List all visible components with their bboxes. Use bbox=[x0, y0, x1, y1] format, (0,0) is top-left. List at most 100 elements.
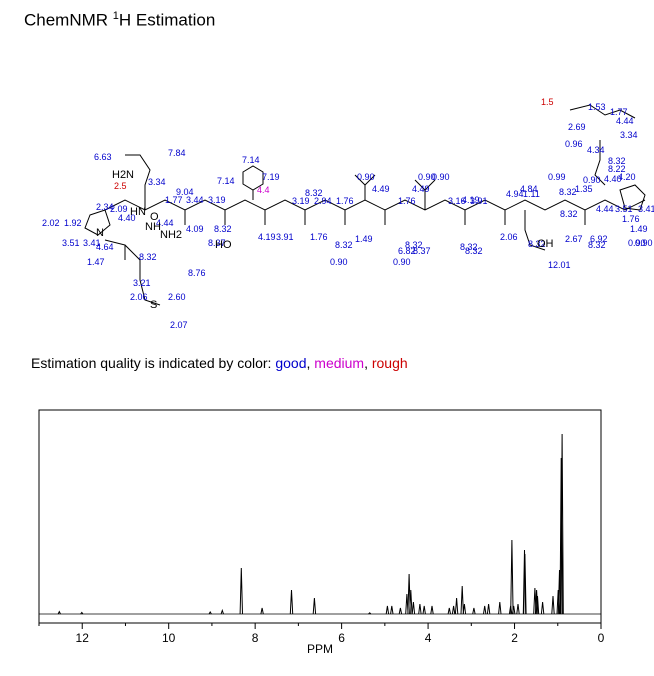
spectrum-peak bbox=[486, 603, 491, 615]
shift-label: 8.32 bbox=[139, 252, 157, 262]
shift-label: 8.76 bbox=[188, 268, 206, 278]
spectrum-peak bbox=[460, 585, 464, 615]
spectrum-peak bbox=[483, 605, 487, 615]
shift-label: 4.44 bbox=[596, 204, 614, 214]
molecule-labels: 7.846.633.349.041.77 3.44 3.197.147.14 7.19… bbox=[42, 97, 654, 330]
shift-label: 8.32 bbox=[460, 242, 478, 252]
shift-label: 1.35 bbox=[575, 184, 593, 194]
spectrum-peak bbox=[510, 539, 514, 615]
atom-label: OH bbox=[537, 238, 554, 250]
shift-label: 8.32 bbox=[335, 240, 353, 250]
atom-label: N bbox=[96, 227, 104, 239]
shift-label: 8.32 bbox=[465, 246, 483, 256]
shift-label: 0.99 bbox=[548, 172, 566, 182]
shift-label: 1.76 bbox=[622, 214, 640, 224]
x-tick-label: 2 bbox=[511, 631, 518, 645]
spectrum-peak bbox=[385, 605, 390, 615]
x-tick-label: 6 bbox=[338, 631, 345, 645]
shift-label: 4.64 bbox=[96, 242, 114, 252]
spectrum-peak bbox=[559, 457, 563, 615]
shift-label: 0.90 bbox=[432, 172, 450, 182]
spectrum-peak bbox=[451, 605, 456, 615]
shift-label: 7.14 bbox=[217, 176, 235, 186]
quality-sep2: , bbox=[364, 355, 372, 371]
shift-label: 1.47 bbox=[87, 257, 105, 267]
shift-label: 1.76 bbox=[336, 196, 354, 206]
shift-label: 0.90 bbox=[357, 172, 375, 182]
quality-label: Estimation quality is indicated by color… bbox=[31, 355, 276, 371]
shift-label: 3.41 bbox=[638, 204, 654, 214]
shift-label: 1.53 bbox=[588, 102, 606, 112]
shift-label: 3.16 bbox=[448, 196, 466, 206]
x-tick-label: 0 bbox=[598, 631, 605, 645]
shift-label: 4.94 bbox=[506, 189, 524, 199]
spectrum-peak bbox=[512, 605, 516, 615]
shift-label: 2.94 bbox=[314, 196, 332, 206]
shift-label: 4.19 bbox=[462, 195, 480, 205]
shift-label: 9.04 bbox=[176, 187, 194, 197]
shift-label-medium: 4.4 bbox=[257, 185, 270, 195]
spectrum-peak bbox=[208, 611, 212, 615]
shift-label: 3.21 bbox=[133, 278, 151, 288]
x-axis-label: PPM bbox=[307, 642, 333, 656]
spectrum-peak bbox=[430, 605, 434, 615]
shift-label: 2.06 bbox=[130, 292, 148, 302]
shift-label: 4.40 bbox=[604, 174, 622, 184]
spectrum-peak bbox=[220, 608, 224, 615]
shift-label: 2.06 bbox=[500, 232, 518, 242]
spectrum-peak bbox=[312, 597, 317, 615]
shift-label: 8.22 bbox=[608, 164, 626, 174]
shift-label: 4.44 bbox=[156, 218, 174, 228]
shift-label: 4.40 bbox=[118, 213, 136, 223]
spectrum-peak bbox=[462, 603, 467, 615]
shift-label: 2.34 bbox=[96, 202, 114, 212]
shift-label: 0.90 bbox=[628, 238, 646, 248]
shift-label: 3.51 bbox=[62, 238, 80, 248]
shift-label: 8.32 bbox=[405, 240, 423, 250]
plot-frame bbox=[38, 409, 602, 624]
atom-label: NH bbox=[145, 221, 161, 233]
shift-label: 7.19 bbox=[262, 172, 280, 182]
shift-label: 2.02 bbox=[42, 218, 60, 228]
shift-label: 4.19 bbox=[258, 232, 276, 242]
shift-label: 3.91 bbox=[470, 196, 488, 206]
quality-good: good bbox=[275, 355, 307, 371]
shift-label: 1.11 bbox=[523, 189, 540, 199]
x-axis-ticks: 12 10 8 6 4 2 0 bbox=[38, 623, 605, 645]
shift-label: 8.37 bbox=[208, 238, 226, 248]
spectrum-peak bbox=[418, 603, 422, 615]
spectrum-peak bbox=[560, 433, 564, 615]
spectrum-peak bbox=[409, 589, 413, 615]
spectrum-peak bbox=[368, 612, 372, 615]
spectrum-peak bbox=[534, 589, 539, 615]
shift-label: 3.34 bbox=[620, 130, 638, 140]
atom-label: S bbox=[150, 299, 157, 311]
shift-label: 1.77 bbox=[610, 107, 628, 117]
spectrum-peak bbox=[239, 567, 243, 615]
shift-label: 4.49 bbox=[372, 184, 390, 194]
shift-label: 1.49 bbox=[355, 234, 373, 244]
spectrum-peak bbox=[80, 611, 84, 615]
shift-label: 6.92 bbox=[590, 234, 608, 244]
spectrum-peak bbox=[498, 601, 502, 615]
spectrum-peak bbox=[472, 607, 476, 615]
molecule-drawing: 7.846.633.349.041.77 3.44 3.197.147.14 7.19… bbox=[42, 97, 654, 330]
molecule-bonds bbox=[84, 104, 646, 306]
quality-medium: medium bbox=[314, 355, 365, 371]
shift-label: 2.67 bbox=[565, 234, 583, 244]
x-tick-label: 8 bbox=[252, 631, 259, 645]
shift-label-rough: 2.5 bbox=[114, 181, 127, 191]
atom-label: H2N bbox=[112, 169, 134, 181]
shift-label: 6.82 bbox=[398, 246, 416, 256]
nmr-spectrum-chart: 12 10 8 6 4 2 0 PPM bbox=[0, 400, 654, 671]
shift-label: 7.84 bbox=[168, 148, 186, 158]
shift-label: 3.51 bbox=[615, 204, 633, 214]
quality-sep1: , bbox=[306, 355, 315, 371]
shift-label: 0.90 bbox=[635, 238, 653, 248]
quality-rough: rough bbox=[371, 355, 408, 371]
shift-label: 7.14 bbox=[242, 155, 260, 165]
spectrum-peak bbox=[411, 601, 416, 615]
x-tick-label: 12 bbox=[76, 631, 90, 645]
shift-label: 4.49 bbox=[412, 184, 430, 194]
shift-label: 4.44 bbox=[616, 116, 634, 126]
